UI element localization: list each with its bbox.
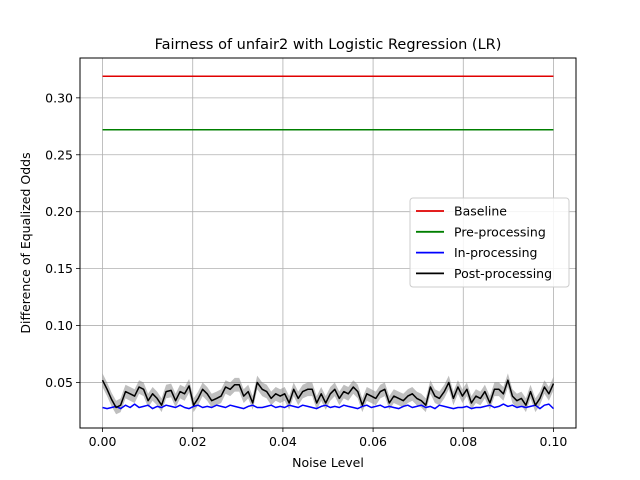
y-axis-label: Difference of Equalized Odds (18, 152, 33, 333)
in-processing-line (102, 403, 555, 410)
x-tick-label: 0.06 (359, 434, 387, 449)
x-tick-label: 0.00 (89, 434, 117, 449)
x-tick-label: 0.08 (449, 434, 477, 449)
y-tick-label: 0.10 (45, 318, 73, 333)
chart-title: Fairness of unfair2 with Logistic Regres… (155, 37, 502, 53)
legend-label-post-processing: Post-processing (454, 266, 552, 281)
confidence-band-layer (102, 373, 554, 415)
legend-label-baseline: Baseline (454, 204, 507, 219)
x-axis: 0.00 0.02 0.04 0.06 0.08 0.10 (89, 428, 568, 449)
y-tick-label: 0.30 (45, 90, 73, 105)
plot-frame (79, 57, 577, 429)
post-processing-band (102, 373, 554, 415)
legend-label-in-processing: In-processing (454, 245, 537, 260)
post-processing-line (101, 379, 555, 409)
x-tick-label: 0.02 (179, 434, 207, 449)
y-tick-label: 0.05 (45, 375, 73, 390)
legend-box (409, 197, 570, 288)
y-tick-label: 0.25 (45, 147, 73, 162)
legend: Baseline Pre-processing In-processing Post-… (409, 197, 570, 288)
legend-label-pre-processing: Pre-processing (454, 224, 546, 239)
series-lines (101, 75, 555, 410)
y-tick-label: 0.15 (45, 261, 73, 276)
y-axis: 0.05 0.10 0.15 0.20 0.25 0.30 (45, 90, 80, 390)
x-tick-label: 0.10 (540, 434, 568, 449)
y-tick-label: 0.20 (45, 204, 73, 219)
x-tick-label: 0.04 (269, 434, 297, 449)
x-axis-label: Noise Level (292, 455, 364, 470)
